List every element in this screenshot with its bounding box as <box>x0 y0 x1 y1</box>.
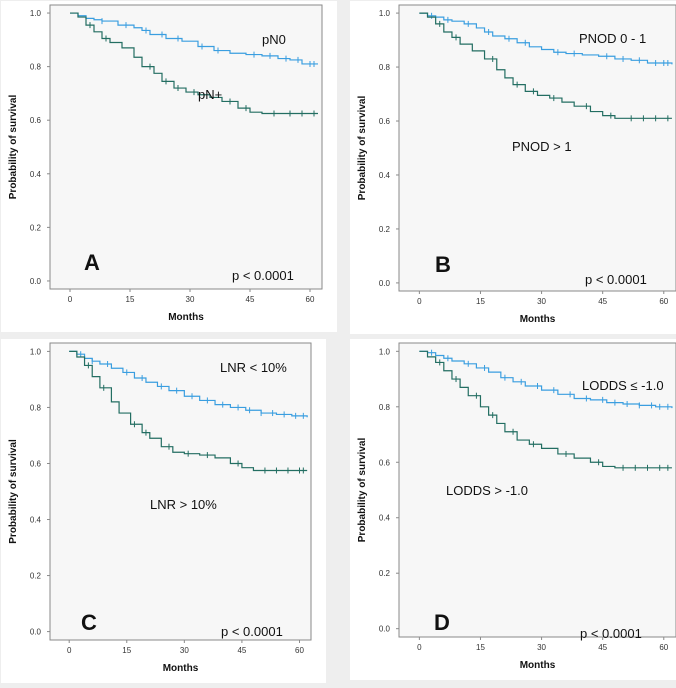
panel-d: 0.0 0.2 0.4 0.6 0.8 1.0 0 15 30 45 60 Months Probabi… <box>350 339 676 680</box>
panel-letter: B <box>435 252 451 277</box>
x-axis-title: Months <box>168 312 204 323</box>
y-tick-label: 0.0 <box>30 628 42 637</box>
y-tick-label: 0.8 <box>379 403 391 412</box>
x-axis-title: Months <box>520 660 556 671</box>
series-label-unfavorable: PNOD > 1 <box>512 139 572 154</box>
panel-c: 0.0 0.2 0.4 0.6 0.8 1.0 0 15 30 45 60 Months Probabi… <box>1 339 326 683</box>
y-tick-label: 0.2 <box>30 223 42 232</box>
x-tick-label: 15 <box>122 646 131 655</box>
x-tick-label: 60 <box>659 643 668 652</box>
x-tick-label: 30 <box>186 295 195 304</box>
y-tick-label: 1.0 <box>30 347 42 356</box>
y-tick-label: 0.0 <box>379 279 391 288</box>
survival-curve-favorable <box>70 12 318 65</box>
y-tick-label: 0.2 <box>379 569 391 578</box>
p-value: p < 0.0001 <box>580 626 642 641</box>
x-tick-label: 0 <box>67 646 72 655</box>
x-tick-label: 30 <box>537 643 546 652</box>
plot-area <box>398 342 676 638</box>
panel-a: 0.0 0.2 0.4 0.6 0.8 1.0 0 15 30 45 60 Months Probabi… <box>1 1 337 332</box>
plot-area <box>398 4 676 292</box>
series-label-unfavorable: LNR > 10% <box>150 497 217 512</box>
x-tick-label: 15 <box>126 295 135 304</box>
x-tick-label: 0 <box>68 295 73 304</box>
y-tick-label: 0.4 <box>30 170 42 179</box>
x-tick-label: 15 <box>476 297 485 306</box>
p-value: p < 0.0001 <box>221 624 283 639</box>
x-tick-label: 45 <box>598 643 607 652</box>
series-label-favorable: LNR < 10% <box>220 360 287 375</box>
survival-curve-unfavorable <box>70 12 318 115</box>
y-tick-label: 0.0 <box>379 625 391 634</box>
x-tick-label: 60 <box>659 297 668 306</box>
series-label-favorable: PNOD 0 - 1 <box>579 31 646 46</box>
plot-area <box>49 4 323 290</box>
panel-letter: C <box>81 610 97 635</box>
y-tick-label: 0.8 <box>30 403 42 412</box>
panel-letter: A <box>84 250 100 275</box>
p-value: p < 0.0001 <box>585 272 647 287</box>
x-tick-label: 0 <box>417 643 422 652</box>
plot-area <box>49 342 312 641</box>
y-tick-label: 0.0 <box>30 277 42 286</box>
series-label-unfavorable: pN+ <box>198 87 222 102</box>
y-tick-label: 0.4 <box>30 516 42 525</box>
survival-curve-unfavorable <box>419 12 672 119</box>
panel-b: 0.0 0.2 0.4 0.6 0.8 1.0 0 15 30 45 60 Months Probabi… <box>350 1 676 334</box>
survival-curve-unfavorable <box>419 350 672 469</box>
x-tick-label: 30 <box>537 297 546 306</box>
x-tick-label: 15 <box>476 643 485 652</box>
x-tick-label: 0 <box>417 297 422 306</box>
y-axis-title: Probability of survival <box>357 438 368 543</box>
y-tick-label: 0.6 <box>30 116 42 125</box>
panel-letter: D <box>434 610 450 635</box>
x-axis-title: Months <box>163 663 199 674</box>
y-tick-label: 0.2 <box>30 572 42 581</box>
p-value: p < 0.0001 <box>232 268 294 283</box>
y-tick-label: 0.4 <box>379 514 391 523</box>
y-tick-label: 0.8 <box>30 63 42 72</box>
y-axis-title: Probability of survival <box>8 95 19 200</box>
x-tick-label: 45 <box>237 646 246 655</box>
x-axis-title: Months <box>520 314 556 325</box>
y-tick-label: 0.6 <box>379 458 391 467</box>
y-tick-label: 1.0 <box>379 9 391 18</box>
series-label-favorable: LODDS ≤ -1.0 <box>582 378 664 393</box>
series-label-unfavorable: LODDS > -1.0 <box>446 483 528 498</box>
survival-curve-favorable <box>419 12 673 65</box>
y-tick-label: 0.2 <box>379 225 391 234</box>
y-axis-title: Probability of survival <box>357 96 368 201</box>
y-axis-title: Probability of survival <box>8 439 19 544</box>
series-label-favorable: pN0 <box>262 32 286 47</box>
y-tick-label: 0.4 <box>379 171 391 180</box>
y-tick-label: 0.6 <box>379 117 391 126</box>
x-tick-label: 60 <box>306 295 315 304</box>
y-tick-label: 0.8 <box>379 63 391 72</box>
survival-curve-favorable <box>419 350 673 409</box>
y-tick-label: 0.6 <box>30 459 42 468</box>
x-tick-label: 60 <box>295 646 304 655</box>
y-tick-label: 1.0 <box>379 347 391 356</box>
y-tick-label: 1.0 <box>30 9 42 18</box>
x-tick-label: 30 <box>180 646 189 655</box>
survival-curve-unfavorable <box>69 350 308 472</box>
x-tick-label: 45 <box>246 295 255 304</box>
x-tick-label: 45 <box>598 297 607 306</box>
